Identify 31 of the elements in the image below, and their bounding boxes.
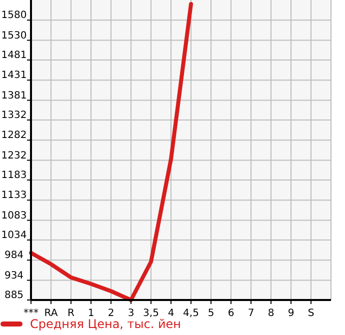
x-tick-label: R <box>68 308 75 319</box>
y-tick-label: 885 <box>4 290 24 301</box>
x-tick-label: 5 <box>208 308 214 319</box>
y-tick-label: 1530 <box>1 30 27 42</box>
y-tick-label: 1183 <box>1 170 27 181</box>
x-tick-label: 8 <box>268 308 274 319</box>
y-tick-label: 1133 <box>1 190 27 202</box>
x-tick-label: 3 <box>128 308 134 319</box>
x-tick-label: 3,5 <box>143 308 159 319</box>
x-tick-label: 4 <box>168 308 174 319</box>
y-tick-label: 984 <box>4 250 24 262</box>
legend-label: Средняя Цена, тыс. йен <box>30 317 182 331</box>
y-tick-label: 1381 <box>1 90 27 102</box>
y-tick-label: 1431 <box>1 70 27 82</box>
x-tick-label: S <box>308 308 314 319</box>
x-tick-label: 1 <box>88 308 94 319</box>
y-tick-label: 1332 <box>1 110 27 121</box>
y-tick-label: 1481 <box>1 50 27 61</box>
y-tick-label: 1083 <box>1 210 27 222</box>
x-tick-label: 7 <box>248 308 254 319</box>
x-tick-label: *** <box>24 308 38 319</box>
y-tick-label: 1232 <box>1 150 27 162</box>
x-tick-label: 9 <box>288 308 294 319</box>
x-tick-label: 4,5 <box>183 308 199 319</box>
x-tick-label: RA <box>44 308 58 319</box>
x-tick-label: 2 <box>108 308 114 319</box>
y-tick-label: 1034 <box>1 230 27 241</box>
y-tick-label: 1282 <box>1 130 27 142</box>
y-tick-label: 1580 <box>1 10 27 22</box>
y-tick-label: 934 <box>4 270 24 282</box>
x-tick-label: 6 <box>228 308 234 319</box>
